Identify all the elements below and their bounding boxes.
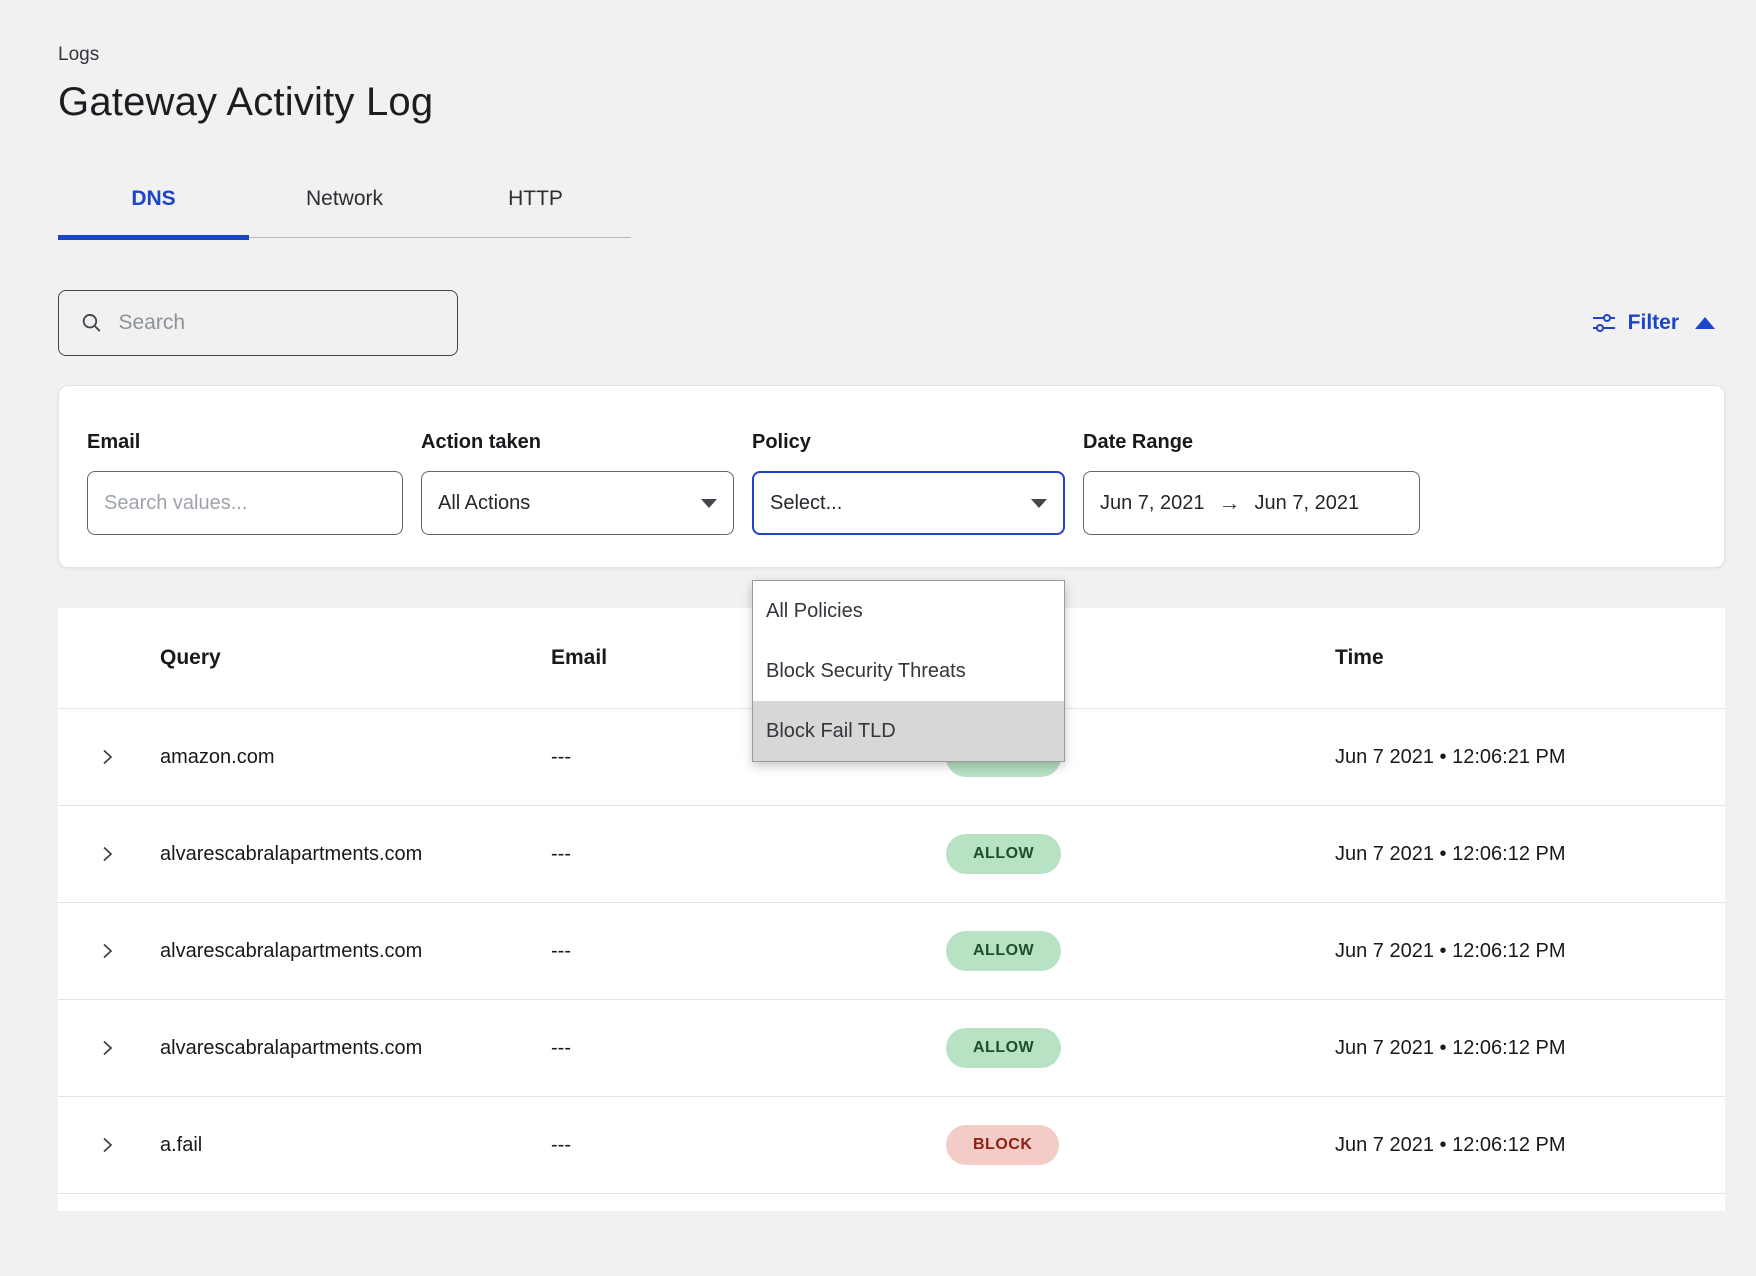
tab-network-label: Network [305,187,384,210]
table-row[interactable]: alvarescabralapartments.com --- ALLOW Ju… [58,806,1725,903]
row-expand-chevron[interactable] [58,1135,160,1155]
date-range-field[interactable]: Jun 7, 2021 → Jun 7, 2021 [1083,471,1420,535]
collapse-panel-arrow-icon [1695,317,1715,329]
tab-dns-label: DNS [131,187,176,210]
email-cell: --- [551,1036,571,1059]
time-cell: Jun 7 2021 • 12:06:12 PM [1335,1036,1566,1059]
date-range-filter-label: Date Range [1083,431,1194,453]
chevron-right-icon [103,943,113,959]
row-expand-chevron[interactable] [58,747,160,767]
action-taken-filter-group: Action taken All Actions [421,431,734,567]
query-cell: a.fail [160,1133,203,1156]
time-cell: Jun 7 2021 • 12:06:12 PM [1335,1133,1566,1156]
next-row-partial [58,1194,1725,1211]
chevron-down-icon [701,498,717,508]
chevron-right-icon [103,1137,113,1153]
time-cell: Jun 7 2021 • 12:06:12 PM [1335,842,1566,865]
policy-filter-group: Policy Select... All Policies Block Secu… [752,431,1065,762]
email-filter-label: Email [87,431,141,453]
page-title: Gateway Activity Log [58,80,434,124]
chevron-right-icon [103,1040,113,1056]
column-header-query: Query [160,646,221,669]
action-badge-block: BLOCK [946,1125,1060,1165]
time-cell: Jun 7 2021 • 12:06:21 PM [1335,745,1566,768]
action-badge-allow: ALLOW [946,834,1062,874]
column-header-time: Time [1335,646,1384,669]
filter-toggle-button[interactable]: Filter [1592,311,1715,335]
tab-network[interactable]: Network [249,181,440,237]
filter-panel: Email Action taken All Actions Policy Se… [58,385,1725,762]
filter-sliders-icon [1592,314,1615,332]
action-taken-select[interactable]: All Actions [421,471,734,535]
policy-selected-value: Select... [770,491,843,514]
policy-option-all-policies[interactable]: All Policies [766,599,863,622]
tab-dns[interactable]: DNS [58,181,249,240]
chevron-right-icon [103,749,113,765]
policy-filter-label: Policy [752,431,811,453]
action-taken-selected-value: All Actions [438,491,531,514]
chevron-right-icon [103,846,113,862]
tab-http[interactable]: HTTP [440,181,631,237]
policy-option-block-security-threats[interactable]: Block Security Threats [766,659,966,682]
policy-select[interactable]: Select... [752,471,1065,535]
search-input[interactable] [118,311,439,335]
email-filter-field [87,471,403,535]
table-row[interactable]: alvarescabralapartments.com --- ALLOW Ju… [58,1000,1725,1097]
tab-http-label: HTTP [508,187,563,210]
email-filter-group: Email [87,431,403,567]
email-cell: --- [551,1133,571,1156]
table-row[interactable]: alvarescabralapartments.com --- ALLOW Ju… [58,903,1725,1000]
policy-option-block-fail-tld[interactable]: Block Fail TLD [753,701,1064,761]
arrow-right-icon: → [1218,490,1241,515]
search-icon [82,314,101,332]
action-badge-allow: ALLOW [946,1028,1062,1068]
email-cell: --- [551,842,571,865]
query-cell: alvarescabralapartments.com [160,842,423,865]
toolbar: Filter [58,290,1725,356]
policy-dropdown-menu: All Policies Block Security Threats Bloc… [752,580,1065,762]
email-filter-input[interactable] [104,491,386,515]
query-cell: amazon.com [160,745,275,768]
time-cell: Jun 7 2021 • 12:06:12 PM [1335,939,1566,962]
gateway-activity-log-page: Logs Gateway Activity Log DNS Network HT… [0,44,1756,1276]
date-range-end: Jun 7, 2021 [1254,491,1360,514]
filter-toggle-label: Filter [1627,311,1679,334]
date-range-start: Jun 7, 2021 [1100,491,1205,514]
column-header-email: Email [551,646,608,669]
email-cell: --- [551,745,571,768]
table-row[interactable]: a.fail --- BLOCK Jun 7 2021 • 12:06:12 P… [58,1097,1725,1194]
query-cell: alvarescabralapartments.com [160,939,423,962]
search-box [58,290,458,356]
action-badge-allow: ALLOW [946,931,1062,971]
date-range-filter-group: Date Range Jun 7, 2021 → Jun 7, 2021 [1083,431,1420,567]
query-cell: alvarescabralapartments.com [160,1036,423,1059]
breadcrumb: Logs [58,44,100,65]
action-taken-filter-label: Action taken [421,431,542,453]
chevron-down-icon [1031,498,1047,508]
row-expand-chevron[interactable] [58,941,160,961]
row-expand-chevron[interactable] [58,1038,160,1058]
row-expand-chevron[interactable] [58,844,160,864]
email-cell: --- [551,939,571,962]
tab-bar: DNS Network HTTP [58,181,631,240]
